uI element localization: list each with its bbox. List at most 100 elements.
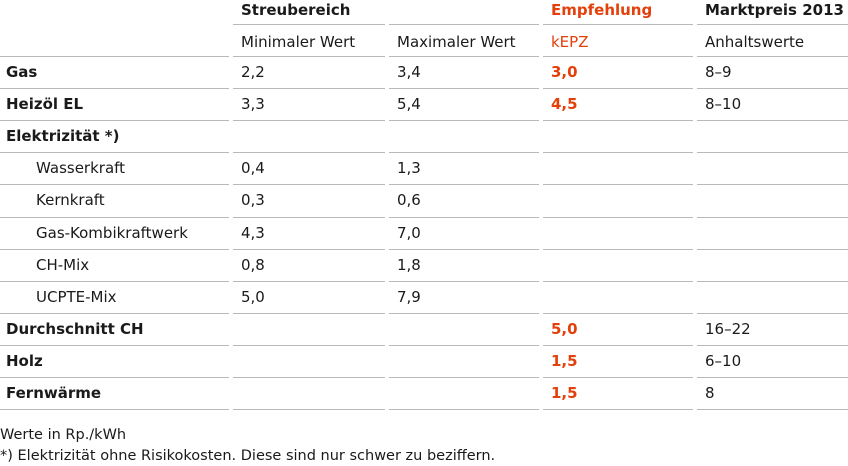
row-rule-kepz: [543, 217, 693, 218]
row-rule-kepz: [543, 281, 693, 282]
cell-kepz: 1,5: [551, 352, 578, 370]
row-label: CH-Mix: [36, 256, 90, 274]
cell-markt: 8–10: [705, 95, 742, 113]
row-rule-markt: [697, 281, 848, 282]
row-label: Gas-Kombikraftwerk: [36, 224, 188, 242]
cell-markt: 8–9: [705, 63, 732, 81]
group-header-empfehlung: Empfehlung: [551, 1, 653, 19]
row-label: Heizöl EL: [6, 95, 84, 113]
cell-min: 3,3: [241, 95, 265, 113]
row-rule-max: [389, 345, 539, 346]
footnote-units: Werte in Rp./kWh: [0, 427, 127, 443]
row-label: Holz: [6, 352, 43, 370]
cell-max: 1,8: [397, 256, 421, 274]
cell-max: 0,6: [397, 191, 421, 209]
row-rule-markt: [697, 249, 848, 250]
row-rule-markt: [697, 345, 848, 346]
row-rule-kepz: [543, 152, 693, 153]
row-rule-label: [0, 217, 229, 218]
row-rule-markt: [697, 152, 848, 153]
row-rule-markt: [697, 217, 848, 218]
row-rule-max: [389, 313, 539, 314]
row-label: Elektrizität *): [6, 127, 120, 145]
cell-max: 1,3: [397, 159, 421, 177]
row-rule-max: [389, 249, 539, 250]
cell-kepz: 4,5: [551, 95, 578, 113]
cell-max: 3,4: [397, 63, 421, 81]
row-rule-label: [0, 184, 229, 185]
cell-markt: 16–22: [705, 320, 751, 338]
row-rule-max: [389, 217, 539, 218]
row-rule-label: [0, 56, 229, 57]
row-rule-kepz: [543, 377, 693, 378]
bottom-rule-kepz: [543, 409, 693, 410]
row-rule-kepz: [543, 184, 693, 185]
row-rule-max: [389, 184, 539, 185]
cell-min: 0,3: [241, 191, 265, 209]
cell-min: 5,0: [241, 288, 265, 306]
cell-min: 0,8: [241, 256, 265, 274]
cell-min: 2,2: [241, 63, 265, 81]
row-label: Wasserkraft: [36, 159, 126, 177]
row-rule-min: [233, 345, 385, 346]
bottom-rule-min: [233, 409, 385, 410]
header-rule-min: [233, 24, 385, 25]
row-rule-kepz: [543, 249, 693, 250]
cell-max: 7,0: [397, 224, 421, 242]
col-header-anhalt: Anhaltswerte: [705, 33, 805, 51]
row-rule-label: [0, 88, 229, 89]
row-rule-label: [0, 377, 229, 378]
bottom-rule-label: [0, 409, 229, 410]
row-rule-label: [0, 281, 229, 282]
row-label: Kernkraft: [36, 191, 105, 209]
row-rule-kepz: [543, 56, 693, 57]
cell-kepz: 5,0: [551, 320, 578, 338]
col-header-kepz: kEPZ: [551, 33, 589, 51]
row-rule-min: [233, 88, 385, 89]
row-rule-min: [233, 217, 385, 218]
col-header-max: Maximaler Wert: [397, 33, 516, 51]
row-rule-label: [0, 313, 229, 314]
row-rule-kepz: [543, 345, 693, 346]
row-rule-kepz: [543, 313, 693, 314]
row-label: Fernwärme: [6, 384, 102, 402]
row-rule-max: [389, 377, 539, 378]
row-rule-min: [233, 377, 385, 378]
row-rule-markt: [697, 120, 848, 121]
cell-markt: 6–10: [705, 352, 742, 370]
row-rule-max: [389, 56, 539, 57]
header-rule-markt: [697, 24, 848, 25]
row-rule-label: [0, 120, 229, 121]
row-rule-label: [0, 345, 229, 346]
col-header-min: Minimaler Wert: [241, 33, 356, 51]
row-rule-min: [233, 313, 385, 314]
cell-kepz: 1,5: [551, 384, 578, 402]
cell-kepz: 3,0: [551, 63, 578, 81]
row-label: UCPTE-Mix: [36, 288, 117, 306]
row-rule-min: [233, 56, 385, 57]
cell-max: 5,4: [397, 95, 421, 113]
group-header-streubereich: Streubereich: [241, 1, 351, 19]
row-rule-max: [389, 281, 539, 282]
row-rule-label: [0, 152, 229, 153]
row-rule-min: [233, 152, 385, 153]
row-rule-markt: [697, 56, 848, 57]
row-rule-markt: [697, 313, 848, 314]
cell-min: 4,3: [241, 224, 265, 242]
bottom-rule-markt: [697, 409, 848, 410]
header-rule-kepz: [543, 24, 693, 25]
row-label: Gas: [6, 63, 38, 81]
group-header-marktpreis: Marktpreis 2013: [705, 1, 844, 19]
footnote-elektrizitaet: *) Elektrizität ohne Risikokosten. Diese…: [0, 448, 496, 464]
row-rule-markt: [697, 377, 848, 378]
row-rule-max: [389, 88, 539, 89]
row-rule-kepz: [543, 88, 693, 89]
row-rule-label: [0, 249, 229, 250]
header-rule-max: [389, 24, 539, 25]
row-rule-max: [389, 120, 539, 121]
row-rule-min: [233, 249, 385, 250]
row-rule-min: [233, 184, 385, 185]
row-rule-min: [233, 281, 385, 282]
row-rule-min: [233, 120, 385, 121]
row-rule-max: [389, 152, 539, 153]
